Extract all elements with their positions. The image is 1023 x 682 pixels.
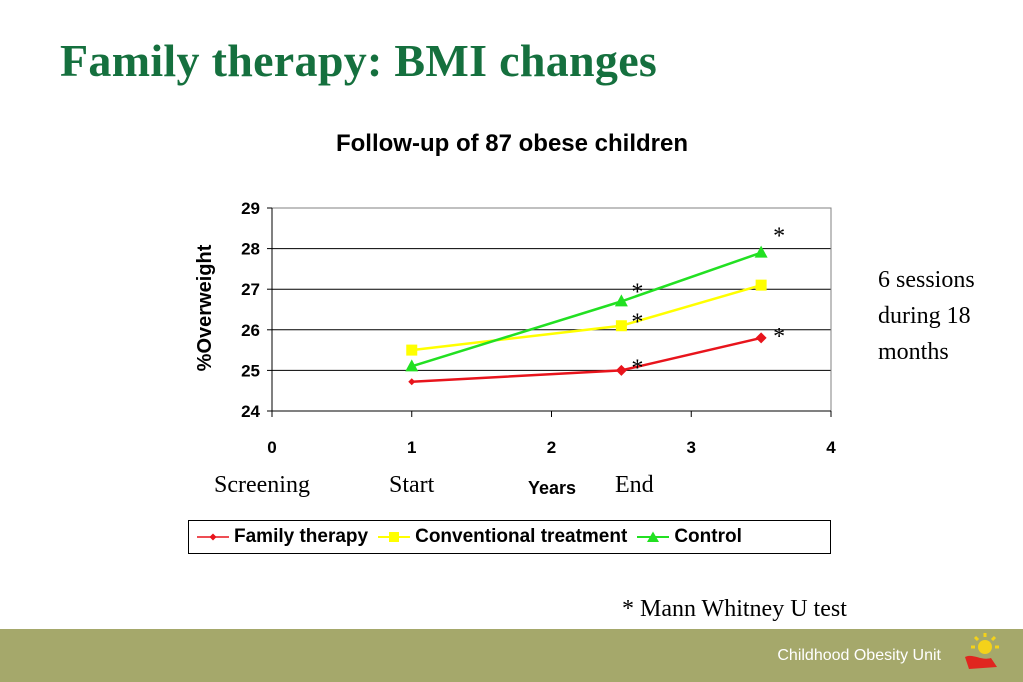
significance-marker: * [773, 324, 785, 350]
y-tick-label: 24 [241, 402, 260, 421]
phase-label-screening: Screening [214, 472, 310, 498]
chart-legend: Family therapy Conventional treatment Co… [188, 520, 831, 554]
data-point [405, 359, 419, 372]
series-line [411, 283, 762, 352]
phase-label-end: End [615, 472, 654, 498]
footer-bar: Childhood Obesity Unit [0, 629, 1023, 682]
chart-title: Follow-up of 87 obese children [335, 130, 689, 157]
phase-label-start: Start [389, 472, 435, 498]
footer-text: Childhood Obesity Unit [777, 647, 941, 664]
data-point [755, 332, 767, 344]
legend-item-conventional-treatment: Conventional treatment [378, 526, 627, 548]
data-point [755, 279, 767, 291]
legend-label-family-therapy: Family therapy [234, 526, 369, 547]
legend-label-control: Control [674, 526, 742, 547]
x-tick-label: 3 [687, 438, 696, 457]
plot-area [271, 207, 832, 412]
y-tick-label: 26 [241, 321, 260, 340]
footnote: * Mann Whitney U test [622, 596, 847, 622]
data-point [614, 294, 628, 307]
legend-triangle-icon [637, 531, 670, 542]
data-point [615, 320, 627, 332]
x-tick-label: 1 [407, 438, 416, 457]
y-tick-label: 27 [241, 280, 260, 299]
y-tick-label: 25 [241, 361, 260, 380]
data-point [615, 364, 627, 376]
y-axis-label: %Overweight [194, 244, 216, 371]
y-tick-label: 28 [241, 240, 260, 259]
legend-square-icon [378, 532, 411, 542]
data-point [408, 378, 416, 386]
side-note: 6 sessions during 18 months [878, 267, 975, 365]
x-axis-label: Years [528, 478, 576, 498]
slide-title: Family therapy: BMI changes [60, 35, 658, 86]
significance-marker: * [773, 224, 785, 250]
data-point [754, 245, 768, 258]
legend-diamond-icon [197, 533, 229, 541]
x-tick-label: 0 [267, 438, 276, 457]
skane-logo-icon [965, 633, 999, 669]
significance-marker: * [631, 310, 643, 336]
legend-item-family-therapy: Family therapy [197, 526, 368, 548]
significance-marker: * [631, 279, 643, 305]
x-tick-label: 4 [826, 438, 836, 457]
x-tick-label: 2 [547, 438, 556, 457]
legend-label-conventional-treatment: Conventional treatment [415, 526, 628, 547]
y-tick-label: 29 [241, 199, 260, 218]
significance-marker: * [631, 355, 643, 381]
legend-item-control: Control [637, 526, 742, 548]
data-point [406, 344, 418, 356]
